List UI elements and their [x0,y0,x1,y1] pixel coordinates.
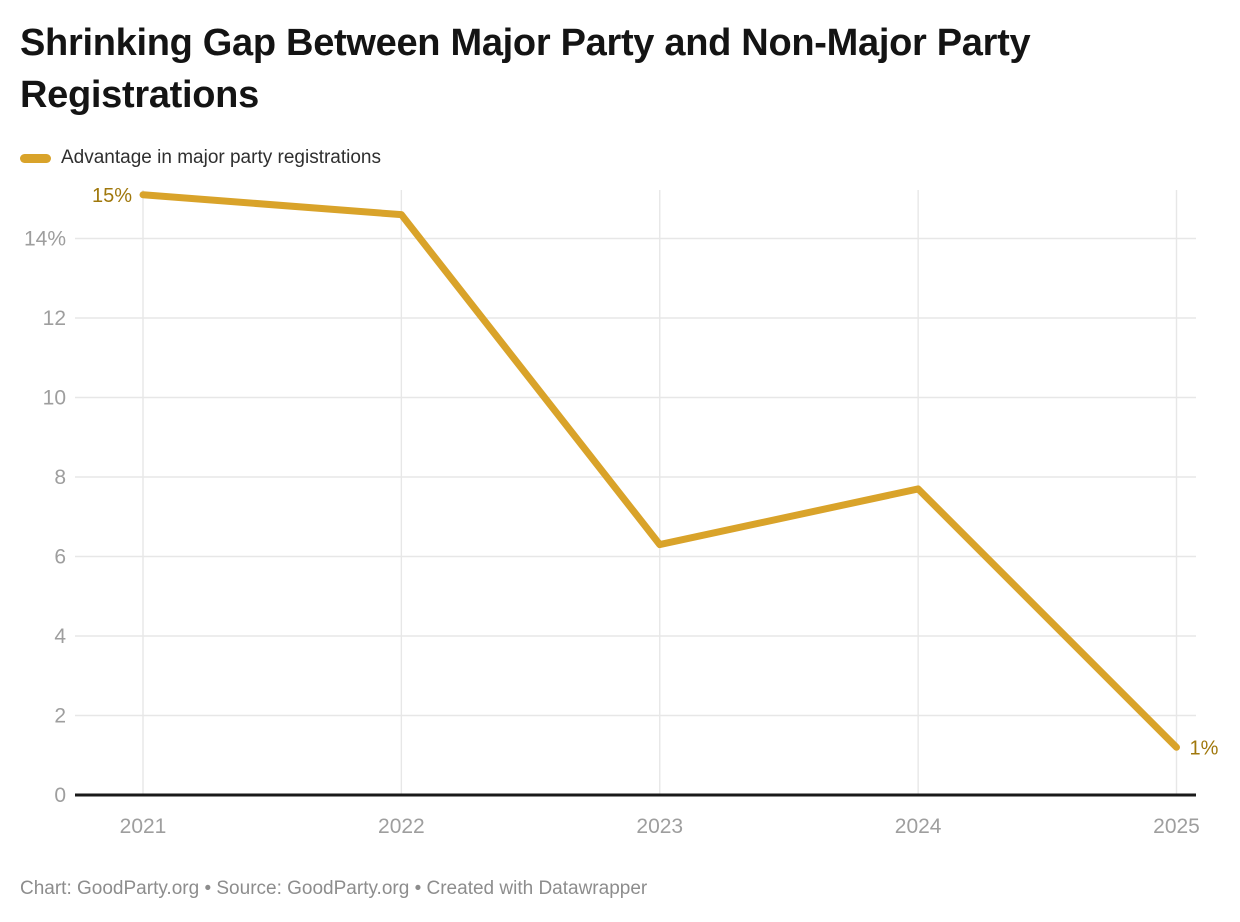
y-tick-label: 10 [43,387,66,410]
y-tick-label: 0 [54,784,66,807]
point-value-label: 1% [1190,737,1219,759]
y-tick-label: 12 [43,307,66,330]
footer-credits: Chart: GoodParty.org • Source: GoodParty… [20,878,648,899]
y-tick-label: 14% [24,228,66,251]
legend-line-swatch-icon [20,153,51,163]
y-tick-label: 8 [54,466,66,489]
legend-label: Advantage in major party registrations [61,147,381,168]
x-tick-label: 2022 [378,815,425,838]
y-tick-label: 4 [54,625,66,648]
y-tick-label: 6 [54,546,66,569]
chart-title: Shrinking Gap Between Major Party and No… [20,22,1031,116]
y-tick-label: 2 [54,705,66,728]
line-chart-canvas: 0 2 4 6 8 10 12 14% 2021 2022 2023 2024 2025 15% 1% [24,185,1219,838]
x-tick-label: 2021 [120,815,167,838]
series-line [139,191,1180,751]
legend: Advantage in major party registrations [20,145,381,171]
point-value-label: 15% [92,185,132,207]
x-tick-label: 2023 [636,815,683,838]
x-tick-label: 2025 [1153,815,1200,838]
x-tick-label: 2024 [895,815,942,838]
